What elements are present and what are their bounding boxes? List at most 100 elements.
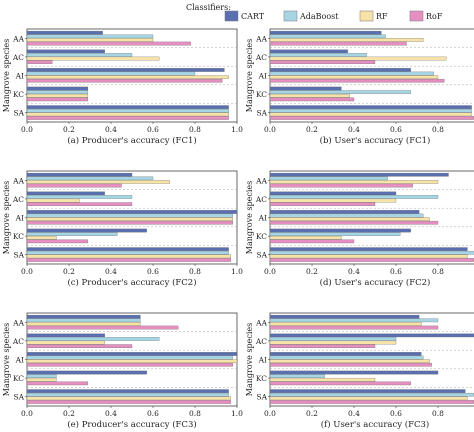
panel-caption: (f) User's accuracy (FC3) (321, 419, 429, 430)
bar-rof-aa (269, 41, 407, 46)
category-label: SA (13, 393, 24, 402)
bar-rof-ac (269, 202, 376, 206)
bar-rf-ac (26, 56, 160, 61)
bar-adaboost-ai (26, 213, 233, 218)
x-tick-label: 0.4 (348, 267, 360, 276)
bar-cart-aa (269, 172, 449, 177)
bar-rof-ac (26, 202, 133, 206)
bar-rf-aa (26, 38, 154, 42)
bar-adaboost-aa (269, 318, 439, 323)
bar-rof-aa (26, 183, 122, 188)
bar-rf-kc (269, 377, 376, 382)
x-tick-label: 0.6 (147, 409, 159, 418)
bar-rf-kc (26, 235, 57, 240)
bar-rf-aa (26, 322, 141, 326)
bar-rf-kc (269, 235, 342, 240)
x-tick-label: 0.6 (390, 125, 402, 134)
x-tick-label: 0.4 (348, 125, 360, 134)
bar-adaboost-ac (269, 53, 367, 57)
y-axis-label: Mangrove species (245, 181, 254, 255)
category-label: SA (256, 109, 267, 118)
bar-rof-ai (26, 78, 223, 83)
bar-cart-sa (269, 389, 466, 393)
category-label: SA (13, 251, 24, 260)
x-tick-label: 1.0 (231, 409, 243, 418)
category-label: KC (256, 374, 267, 383)
x-tick-label: 0.0 (21, 267, 33, 276)
bar-adaboost-kc (269, 90, 411, 94)
bar-rf-sa (26, 396, 231, 401)
legend: Classifiers: CART AdaBoost RF RoF (186, 3, 443, 22)
bar-rf-ac (269, 56, 447, 61)
bar-adaboost-kc (269, 374, 325, 378)
bar-rof-ai (26, 220, 233, 225)
bar-cart-kc (269, 228, 411, 233)
x-tick-label: 0.6 (147, 125, 159, 134)
chart-panels: AA AC AI KC SA 0.0 0.2 0.4 0.6 0.8 1.0 (a) Producer… (2, 28, 474, 430)
category-label: AI (258, 72, 267, 81)
category-label: AI (15, 72, 24, 81)
bar-rf-aa (26, 180, 170, 184)
bar-rf-ac (269, 198, 397, 203)
bar-rof-sa (269, 116, 474, 120)
category-label: AA (12, 176, 24, 185)
bar-rf-ai (26, 217, 233, 221)
legend-swatch-rof (409, 10, 424, 22)
panel-caption: (e) Producer's accuracy (FC3) (67, 419, 196, 430)
x-tick-label: 0.2 (63, 125, 75, 134)
bar-rf-ai (26, 359, 238, 363)
bar-cart-ac (26, 333, 105, 338)
bar-rf-sa (269, 396, 468, 401)
bar-rf-aa (269, 180, 439, 184)
bar-adaboost-ac (26, 195, 133, 199)
bar-rf-kc (26, 377, 57, 382)
bar-adaboost-kc (269, 232, 401, 236)
legend-swatch-cart (224, 10, 239, 22)
y-axis-label: Mangrove species (245, 323, 254, 397)
x-tick-label: 0.2 (306, 409, 318, 418)
bar-adaboost-sa (26, 250, 229, 255)
bar-rof-sa (269, 400, 474, 404)
bar-cart-sa (26, 105, 229, 109)
bar-rf-aa (269, 38, 424, 42)
category-label: AC (12, 53, 24, 62)
category-label: SA (13, 109, 24, 118)
bar-rof-sa (26, 116, 229, 120)
bar-rof-kc (26, 97, 89, 102)
bar-adaboost-kc (26, 374, 57, 378)
bar-cart-ai (269, 210, 420, 214)
bar-rof-sa (26, 400, 231, 404)
bar-adaboost-sa (269, 108, 472, 113)
bar-cart-sa (269, 105, 472, 109)
bar-cart-aa (26, 30, 103, 35)
category-label: SA (256, 393, 267, 402)
x-tick-label: 1.0 (231, 267, 243, 276)
category-label: AA (255, 318, 267, 327)
legend-label-cart: CART (241, 12, 265, 21)
category-label: AA (12, 318, 24, 327)
bar-rf-sa (269, 254, 468, 259)
bar-adaboost-aa (269, 34, 386, 39)
bar-rof-kc (26, 381, 89, 386)
x-tick-label: 0.2 (63, 409, 75, 418)
x-tick-label: 0.0 (21, 125, 33, 134)
category-label: AI (258, 356, 267, 365)
x-tick-label: 1.0 (231, 125, 243, 134)
bar-adaboost-aa (26, 176, 154, 181)
legend-label-rof: RoF (426, 12, 443, 21)
category-label: AI (15, 356, 24, 365)
panel-caption: (d) User's accuracy (FC2) (320, 277, 431, 288)
category-label: AC (255, 195, 267, 204)
x-tick-label: 0.4 (348, 409, 360, 418)
x-tick-label: 0.2 (63, 267, 75, 276)
panel-caption: (c) Producer's accuracy (FC2) (67, 277, 196, 288)
category-label: AI (15, 214, 24, 223)
bar-cart-aa (26, 314, 141, 319)
bar-rf-sa (26, 254, 231, 259)
x-tick-label: 0.0 (264, 267, 276, 276)
category-label: AC (12, 195, 24, 204)
legend-title: Classifiers: (186, 3, 231, 12)
